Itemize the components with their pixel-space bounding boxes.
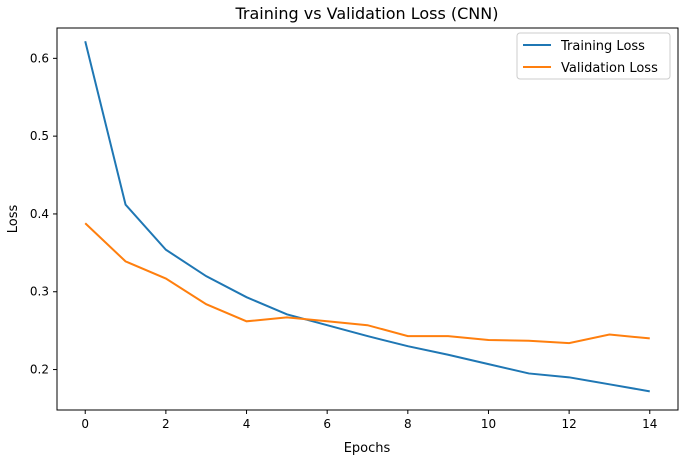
x-tick-label: 4 xyxy=(243,417,251,431)
validation-loss-line xyxy=(84,222,650,345)
y-tick-label: 0.4 xyxy=(30,207,49,221)
x-tick-label: 14 xyxy=(642,417,657,431)
x-tick-label: 6 xyxy=(323,417,331,431)
legend-box xyxy=(516,32,671,80)
x-tick-label: 8 xyxy=(404,417,412,431)
legend-label-validation: Validation Loss xyxy=(561,61,658,76)
x-tick-label: 0 xyxy=(81,417,89,431)
y-tick-label: 0.3 xyxy=(30,285,49,299)
training-loss-line xyxy=(84,40,650,393)
x-tick-label: 12 xyxy=(561,417,576,431)
legend-label-training: Training Loss xyxy=(560,39,645,54)
y-axis-label: Loss xyxy=(6,205,21,234)
chart-title: Training vs Validation Loss (CNN) xyxy=(235,4,499,23)
x-tick-label: 10 xyxy=(481,417,496,431)
series-lines xyxy=(84,40,650,393)
x-axis: 0 2 4 6 8 10 12 14 xyxy=(81,410,657,431)
x-tick-label: 2 xyxy=(162,417,170,431)
plot-frame xyxy=(56,27,679,411)
y-tick-label: 0.2 xyxy=(30,363,49,377)
legend: Training Loss Validation Loss xyxy=(516,32,671,80)
y-tick-label: 0.5 xyxy=(30,129,49,143)
y-tick-label: 0.6 xyxy=(30,51,49,65)
y-axis: 0.2 0.3 0.4 0.5 0.6 xyxy=(30,51,57,377)
x-axis-label: Epochs xyxy=(344,441,391,456)
